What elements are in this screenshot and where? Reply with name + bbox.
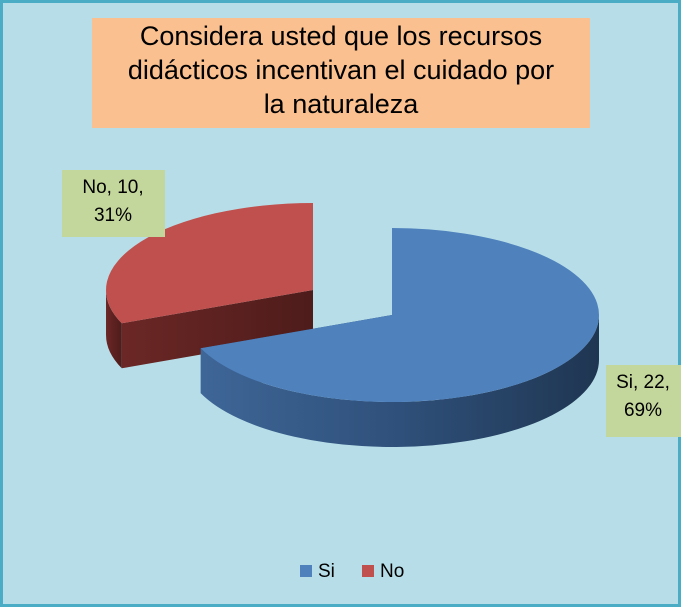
- title-line: didácticos incentivan el cuidado por: [128, 55, 554, 85]
- data-label: Si, 22,: [616, 372, 670, 393]
- title-box: [92, 18, 590, 128]
- legend-label: Si: [318, 561, 335, 582]
- title-line: Considera usted que los recursos: [140, 21, 542, 51]
- slice: [200, 228, 600, 402]
- title: Considera usted que los recursos didácti…: [128, 21, 554, 119]
- legend-swatch: [362, 565, 374, 577]
- legend-label: No: [380, 561, 404, 582]
- data-label: 69%: [624, 400, 662, 421]
- data-label: No, 10,: [82, 177, 143, 198]
- slice-side: [106, 289, 122, 369]
- title-line: la naturaleza: [264, 89, 420, 119]
- data-label-box: [606, 365, 681, 437]
- slice-wall: [121, 289, 314, 369]
- slice-side: [200, 315, 599, 447]
- legend-swatch: [300, 565, 312, 577]
- data-label-box: [62, 170, 165, 237]
- data-label: 31%: [94, 205, 132, 226]
